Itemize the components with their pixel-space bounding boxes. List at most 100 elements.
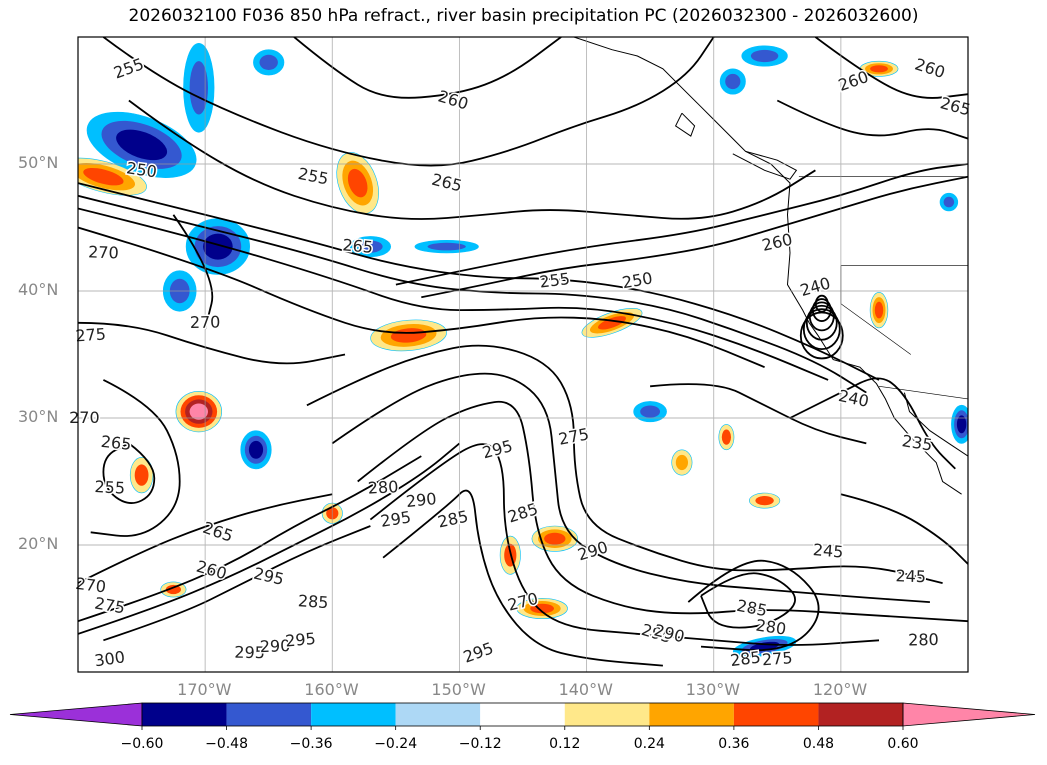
contour-line (78, 207, 829, 381)
shading-blob (358, 240, 383, 253)
shading-blob (189, 61, 208, 115)
contour-label: 295 (234, 643, 265, 663)
contour-line (102, 442, 156, 504)
contour-line (78, 226, 765, 369)
lat-label: 20°N (18, 534, 59, 553)
contour-label: 280 (367, 477, 398, 498)
contour-line (802, 308, 841, 351)
shading-blob (675, 454, 689, 471)
contour-line (421, 175, 968, 299)
shading-blob (189, 403, 208, 420)
refractivity-contours (78, 37, 968, 667)
shading-blob (259, 54, 278, 70)
contour-line (331, 372, 930, 603)
shading-blob (83, 167, 124, 186)
contour-line (776, 99, 968, 140)
shading-blob (165, 584, 181, 595)
lon-label: 120°W (812, 680, 868, 699)
colorbar-tick-label: −0.60 (120, 736, 164, 752)
colorbar-over-triangle (902, 702, 1036, 727)
contour-line (687, 559, 820, 652)
lat-label: 40°N (18, 280, 59, 299)
map-title: 2026032100 F036 850 hPa refract., river … (128, 6, 919, 26)
shading-blob (870, 65, 888, 73)
contour-label: 265 (100, 432, 132, 454)
shading-blob (943, 196, 955, 208)
contour-line (78, 493, 333, 584)
contour-label: 270 (74, 574, 107, 597)
shading-blob (427, 242, 466, 251)
contour-line (103, 525, 371, 642)
contour-line (789, 377, 956, 470)
shading-blob (640, 405, 660, 418)
colorbar-tick-label: 0.48 (802, 736, 835, 752)
lon-label: 160°W (304, 680, 359, 699)
colorbar-tick-label: −0.24 (374, 736, 418, 752)
contour-line (840, 493, 968, 565)
contour-line (799, 311, 844, 360)
lon-label: 140°W (558, 680, 613, 699)
colorbar-under-triangle (9, 702, 143, 727)
coastline-segment (674, 112, 696, 137)
contour-line (90, 379, 181, 537)
contour-line (293, 37, 562, 99)
contour-line (369, 443, 880, 646)
colorbar-tick-label: 0.24 (633, 736, 665, 752)
contour-label: 280 (908, 630, 939, 650)
contour-label: 255 (111, 54, 146, 82)
shading-blob (248, 440, 264, 459)
contour-label: 285 (297, 591, 329, 612)
contour-label: 245 (812, 540, 844, 562)
contour-line (128, 99, 816, 220)
lat-label: 50°N (18, 153, 59, 172)
contour-line (306, 344, 943, 584)
shading-blob (347, 168, 368, 198)
contour-line (78, 182, 880, 381)
contour-label: 280 (755, 616, 788, 639)
colorbar-bin (311, 703, 396, 726)
shading-blob (116, 129, 168, 161)
contour-label: 270 (88, 242, 119, 262)
colorbar-tick-label: −0.48 (205, 736, 248, 752)
contour-label: 275 (75, 324, 107, 345)
shading-blob (956, 415, 967, 434)
colorbar-bin (818, 703, 903, 726)
contour-label: 255 (94, 477, 125, 498)
contour-line (700, 572, 796, 629)
contour-line (78, 194, 867, 394)
colorbar-bin (142, 703, 227, 726)
colorbar-outline (141, 702, 904, 727)
colorbar-bin (733, 703, 819, 726)
contour-line (814, 37, 968, 99)
colorbar-bin (395, 703, 481, 726)
contour-label: 295 (284, 629, 316, 651)
contour-line (172, 214, 214, 330)
border-segment (878, 386, 968, 400)
contour-label: 255 (297, 164, 331, 188)
contour-label: 295 (461, 638, 496, 666)
shading-blob (874, 301, 884, 319)
shading-blob (750, 49, 779, 63)
contour-label: 265 (342, 235, 374, 257)
contour-line (382, 489, 663, 667)
contour-label: 270 (190, 312, 221, 332)
colorbar-tick-label: −0.12 (458, 736, 502, 752)
shading-blob (721, 429, 732, 445)
contour-label: 275 (761, 648, 793, 669)
shading-blob (597, 316, 627, 330)
colorbar-bin (649, 703, 734, 726)
contour-label: 290 (259, 636, 290, 656)
shading-blob (725, 73, 741, 90)
contour-label: 270 (69, 408, 100, 427)
contour-line (805, 304, 838, 341)
shading-blob (203, 233, 233, 260)
colorbar-bin (564, 703, 650, 726)
coastline-segment (732, 150, 798, 180)
colorbar (9, 702, 1036, 730)
contour-line (650, 383, 867, 445)
contour-label: 285 (505, 499, 540, 527)
colorbar-bin (226, 703, 312, 726)
shading-blob (755, 496, 774, 506)
